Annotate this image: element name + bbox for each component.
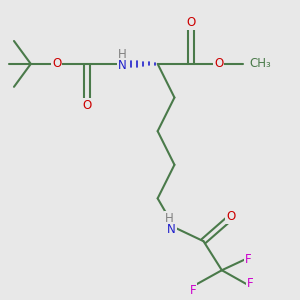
Text: F: F bbox=[190, 284, 196, 297]
Text: O: O bbox=[187, 16, 196, 29]
Text: H: H bbox=[165, 212, 173, 225]
Text: N: N bbox=[118, 59, 127, 72]
Text: O: O bbox=[226, 210, 236, 223]
Text: F: F bbox=[247, 278, 253, 290]
Text: H: H bbox=[118, 48, 127, 61]
Text: O: O bbox=[52, 57, 62, 70]
Text: O: O bbox=[214, 57, 224, 70]
Text: CH₃: CH₃ bbox=[249, 57, 271, 70]
Text: O: O bbox=[83, 99, 92, 112]
Text: N: N bbox=[167, 224, 176, 236]
Text: F: F bbox=[245, 253, 252, 266]
